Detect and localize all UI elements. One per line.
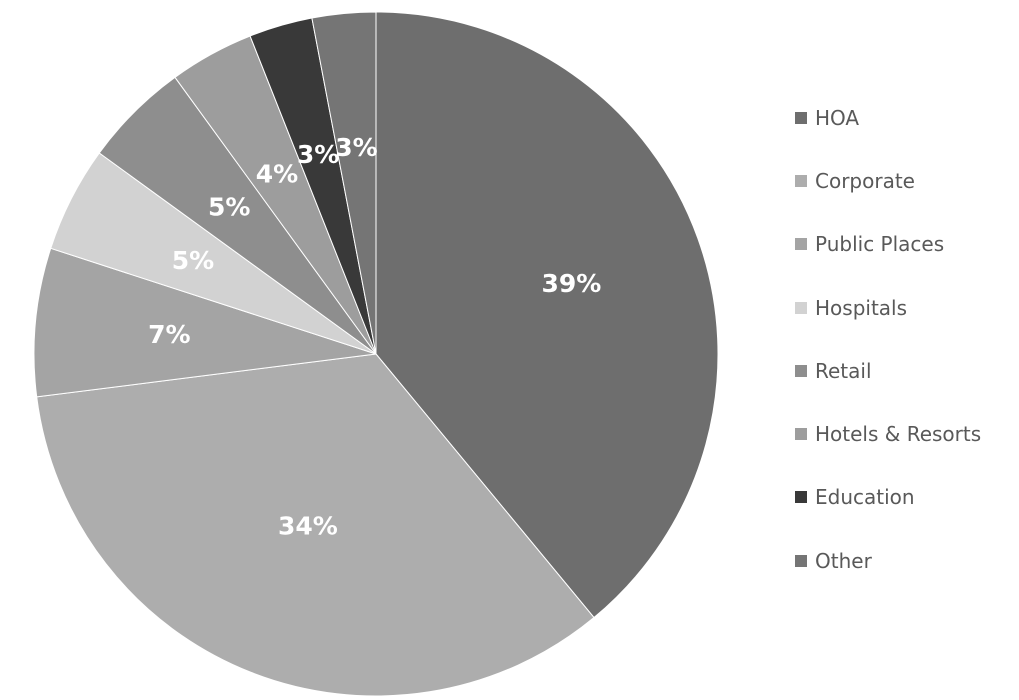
legend-label-6: Education [815, 485, 915, 510]
data-label-6: 3% [297, 140, 339, 169]
legend-label-4: Retail [815, 358, 872, 383]
pie-slice-1 [36, 353, 595, 697]
legend-swatch-1 [795, 174, 807, 187]
legend-swatch-7 [795, 554, 807, 567]
data-label-1: 34% [278, 512, 338, 541]
data-label-7: 3% [335, 133, 377, 162]
legend-item-1: Corporate [795, 149, 981, 212]
pie-slice-0 [375, 11, 719, 619]
legend-label-0: HOA [815, 105, 860, 130]
data-label-4: 5% [208, 193, 250, 222]
legend-swatch-6 [795, 491, 807, 504]
pie-slice-7 [311, 11, 377, 355]
legend-item-5: Hotels & Resorts [795, 402, 981, 465]
legend-item-3: Hospitals [795, 276, 981, 339]
legend-swatch-4 [795, 364, 807, 377]
data-label-3: 5% [172, 246, 214, 275]
legend-label-7: Other [815, 548, 872, 573]
legend-label-1: Corporate [815, 168, 915, 193]
legend-label-2: Public Places [815, 232, 945, 257]
legend-swatch-0 [795, 111, 807, 124]
data-label-0: 39% [541, 269, 601, 298]
legend-item-4: Retail [795, 339, 981, 402]
chart-legend: HOA Corporate Public Places Hospitals Retail… [795, 86, 981, 592]
legend-swatch-2 [795, 238, 807, 251]
legend-swatch-5 [795, 428, 807, 441]
legend-label-3: Hospitals [815, 295, 908, 320]
data-label-5: 4% [256, 160, 298, 189]
legend-label-5: Hotels & Resorts [815, 422, 982, 447]
data-label-2: 7% [148, 320, 190, 349]
legend-item-7: Other [795, 529, 981, 592]
legend-swatch-3 [795, 301, 807, 314]
legend-item-2: Public Places [795, 213, 981, 276]
legend-item-0: HOA [795, 86, 981, 149]
pie-slice-2 [33, 247, 377, 398]
legend-item-6: Education [795, 466, 981, 529]
